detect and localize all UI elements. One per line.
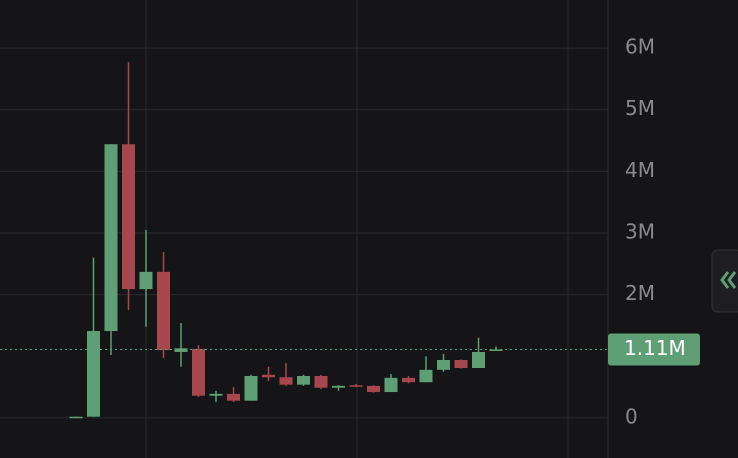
y-tick-label: 5M	[625, 96, 655, 120]
candle-body	[314, 376, 328, 388]
candle-body	[244, 376, 258, 401]
candle-body	[367, 385, 380, 393]
last-price-label: 1.11M	[624, 336, 686, 360]
candle-body	[384, 377, 398, 393]
candle-body	[104, 144, 118, 332]
candle-body	[402, 377, 415, 383]
candle-body	[454, 359, 468, 369]
candle-body	[349, 385, 363, 387]
button-bg[interactable]	[711, 249, 738, 313]
candle-body	[209, 393, 223, 396]
candle-body	[419, 369, 433, 383]
y-tick-label: 2M	[625, 281, 655, 305]
candle-body	[279, 377, 293, 385]
candle-body	[69, 416, 83, 419]
candle-body	[472, 351, 485, 369]
candle-body	[332, 385, 345, 388]
candle-body	[174, 348, 188, 352]
candle-body	[227, 393, 240, 401]
y-tick-label: 6M	[625, 35, 655, 59]
candle-body	[139, 271, 153, 290]
chevron-icon[interactable]	[720, 271, 737, 289]
candle-body	[157, 271, 170, 351]
y-tick-label: 0	[625, 404, 638, 428]
candle-body	[437, 359, 450, 370]
candle-body	[489, 349, 503, 352]
collapse-button[interactable]	[711, 249, 738, 313]
candle-body	[122, 144, 135, 290]
candle-body	[262, 374, 275, 378]
y-tick-label: 4M	[625, 158, 655, 182]
candle-body	[87, 331, 100, 417]
candle-body	[192, 348, 205, 396]
y-tick-label: 3M	[625, 220, 655, 244]
last-price-tag	[608, 333, 700, 366]
candle-body	[297, 376, 310, 385]
